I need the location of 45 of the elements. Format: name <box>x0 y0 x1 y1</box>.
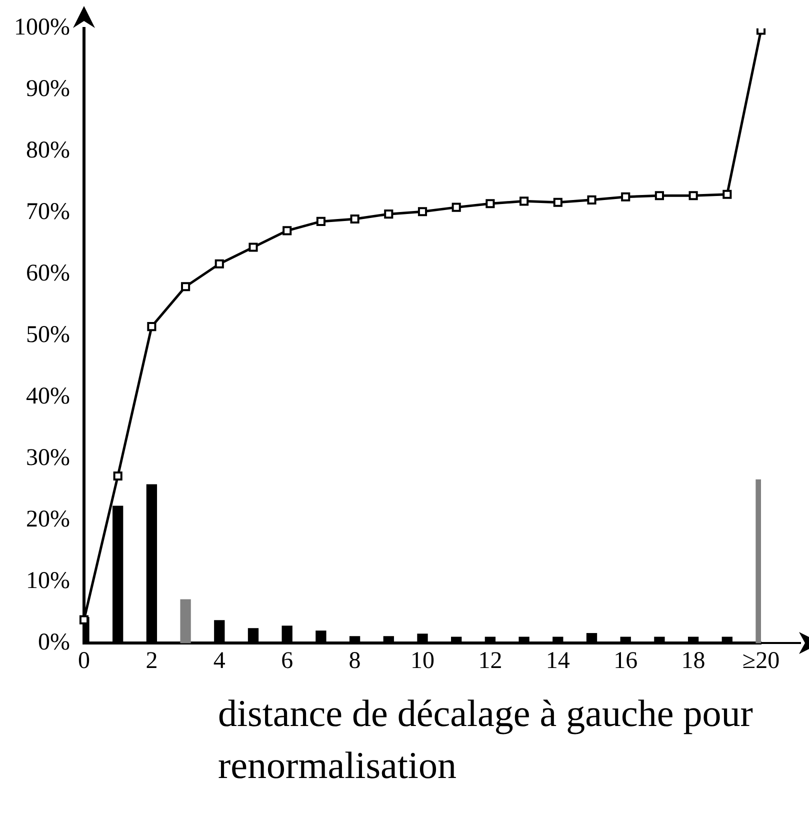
x-tick-label: 0 <box>78 648 90 674</box>
point <box>587 195 596 204</box>
point <box>248 242 258 252</box>
x-tick-label: 6 <box>281 648 294 674</box>
x-tick-label: 2 <box>146 648 158 674</box>
point <box>350 214 360 224</box>
y-tick-label: 80% <box>26 138 70 164</box>
point <box>79 615 89 624</box>
x-axis-title: distance de décalage à gauche pour renormalisation <box>218 692 754 789</box>
x-tick-label: 12 <box>478 648 502 674</box>
x-tick-label: ≥20 <box>742 648 780 674</box>
bar <box>180 599 191 644</box>
point <box>654 191 664 200</box>
point <box>181 282 190 292</box>
x-tick-label: 16 <box>614 648 638 674</box>
x-tick-label: 18 <box>681 648 706 674</box>
y-tick-label: 20% <box>26 506 70 533</box>
y-tick-label: 50% <box>26 322 70 348</box>
y-tick-label: 90% <box>26 76 70 102</box>
point <box>384 210 394 219</box>
point <box>722 190 732 199</box>
y-tick-label: 0% <box>38 629 70 656</box>
point <box>316 216 326 226</box>
point <box>756 28 766 35</box>
point <box>113 471 122 481</box>
point <box>520 196 529 206</box>
y-tick-label: 70% <box>26 199 70 226</box>
point <box>486 199 495 208</box>
point <box>621 192 630 202</box>
point <box>418 207 428 216</box>
point <box>147 322 156 332</box>
x-tick-label: 8 <box>348 648 361 674</box>
point <box>452 202 461 212</box>
x-tick-label: 10 <box>410 648 434 674</box>
x-tick-label: 4 <box>213 648 226 674</box>
y-tick-label: 40% <box>26 384 70 410</box>
y-tick-label: 10% <box>26 568 70 594</box>
point <box>214 259 224 268</box>
x-tick-label: 14 <box>546 648 570 674</box>
point <box>688 191 698 200</box>
point <box>553 198 562 207</box>
y-tick-label: 30% <box>26 445 70 472</box>
point <box>282 226 292 236</box>
y-tick-label: 100% <box>14 14 70 41</box>
y-tick-label: 60% <box>26 260 70 287</box>
